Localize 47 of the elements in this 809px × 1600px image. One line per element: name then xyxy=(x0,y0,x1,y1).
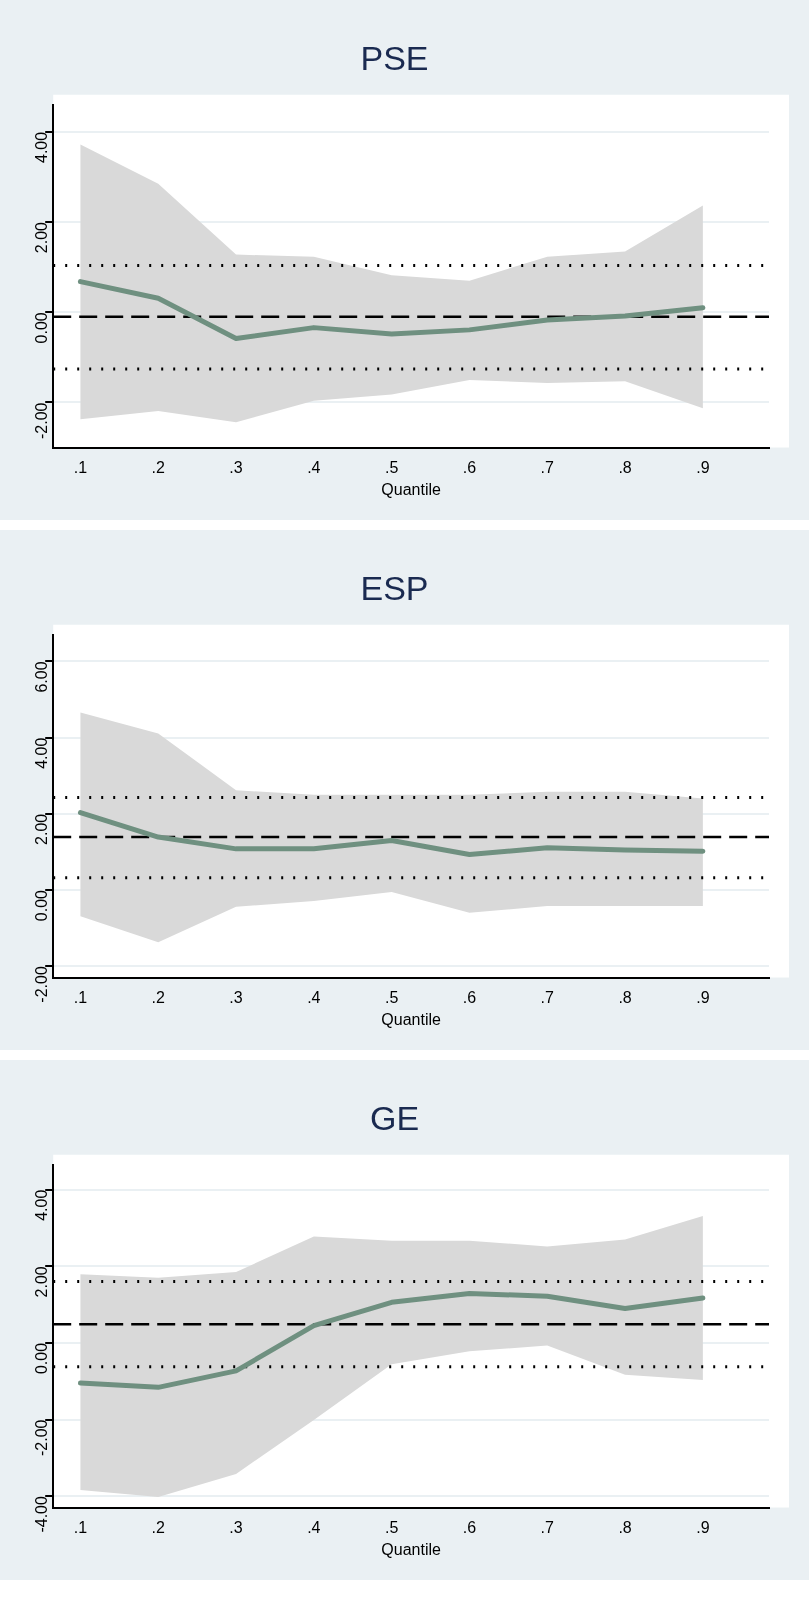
x-tick-label: .1 xyxy=(73,1518,88,1536)
x-tick-label: .8 xyxy=(618,988,632,1006)
x-tick-label: .6 xyxy=(462,988,477,1006)
y-tick-label: -4.00 xyxy=(32,1496,50,1533)
y-tick-label: -2.00 xyxy=(32,1419,50,1456)
y-tick-label: 4.00 xyxy=(32,131,50,163)
y-tick-label: 6.00 xyxy=(32,661,50,693)
x-tick-label: .8 xyxy=(618,1518,632,1536)
x-tick-label: .2 xyxy=(151,988,166,1006)
x-tick-label: .9 xyxy=(696,988,710,1006)
y-tick-label: 0.00 xyxy=(32,1342,50,1375)
chart-title: ESP xyxy=(360,568,429,607)
x-tick-label: .7 xyxy=(540,988,555,1006)
y-tick-label: 2.00 xyxy=(32,221,50,254)
y-tick-label: -2.00 xyxy=(32,402,50,439)
x-tick-label: .4 xyxy=(307,988,321,1006)
x-tick-label: .7 xyxy=(540,1518,555,1536)
y-tick-label: 0.00 xyxy=(32,312,50,344)
x-tick-label: .3 xyxy=(229,988,243,1006)
x-tick-label: .5 xyxy=(384,1518,399,1536)
x-tick-label: .3 xyxy=(229,1518,243,1536)
x-tick-label: .3 xyxy=(229,458,243,476)
y-tick-label: -2.00 xyxy=(32,966,50,1003)
x-tick-label: .5 xyxy=(384,988,399,1006)
x-tick-label: .6 xyxy=(462,1518,477,1536)
x-axis-title: Quantile xyxy=(381,1010,441,1028)
x-tick-label: .1 xyxy=(73,988,88,1006)
x-tick-label: .7 xyxy=(540,458,555,476)
x-tick-label: .4 xyxy=(307,458,321,476)
x-tick-label: .9 xyxy=(696,458,710,476)
x-tick-label: .2 xyxy=(151,1518,166,1536)
y-tick-label: 2.00 xyxy=(32,813,50,845)
x-tick-label: .8 xyxy=(618,458,632,476)
x-tick-label: .1 xyxy=(73,458,88,476)
chart-title: PSE xyxy=(360,38,429,77)
x-axis-title: Quantile xyxy=(381,1540,441,1558)
y-tick-label: 4.00 xyxy=(32,1189,50,1221)
x-tick-label: .9 xyxy=(696,1518,710,1536)
x-tick-label: .6 xyxy=(462,458,477,476)
x-tick-label: .4 xyxy=(307,1518,321,1536)
x-tick-label: .5 xyxy=(384,458,399,476)
y-tick-label: 4.00 xyxy=(32,737,50,769)
y-tick-label: 2.00 xyxy=(32,1266,50,1298)
y-tick-label: 0.00 xyxy=(32,889,50,922)
chart-title: GE xyxy=(369,1098,420,1137)
x-tick-label: .2 xyxy=(151,458,166,476)
x-axis-title: Quantile xyxy=(381,480,441,498)
